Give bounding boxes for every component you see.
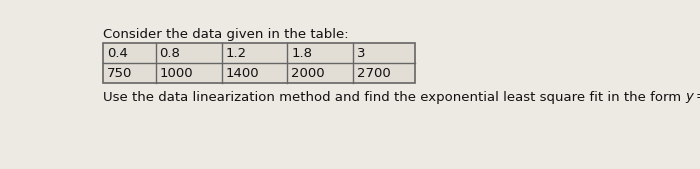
Text: 0.8: 0.8 [160, 47, 181, 60]
Text: 3: 3 [357, 47, 365, 60]
Text: Consider the data given in the table:: Consider the data given in the table: [103, 28, 349, 41]
Text: 1.2: 1.2 [225, 47, 246, 60]
Bar [103, 43, 415, 83]
Text: 2000: 2000 [291, 67, 325, 80]
Text: Use the data linearization method and find the exponential least square fit in t: Use the data linearization method and fi… [103, 91, 685, 104]
Text: 0.4: 0.4 [107, 47, 127, 60]
Text: $y = Ce^{Ax}$.: $y = Ce^{Ax}$. [685, 88, 700, 107]
Bar [103, 43, 415, 83]
Text: 1000: 1000 [160, 67, 193, 80]
Text: 1.8: 1.8 [291, 47, 312, 60]
Text: 1400: 1400 [225, 67, 259, 80]
Text: 2700: 2700 [357, 67, 391, 80]
Text: 750: 750 [107, 67, 132, 80]
